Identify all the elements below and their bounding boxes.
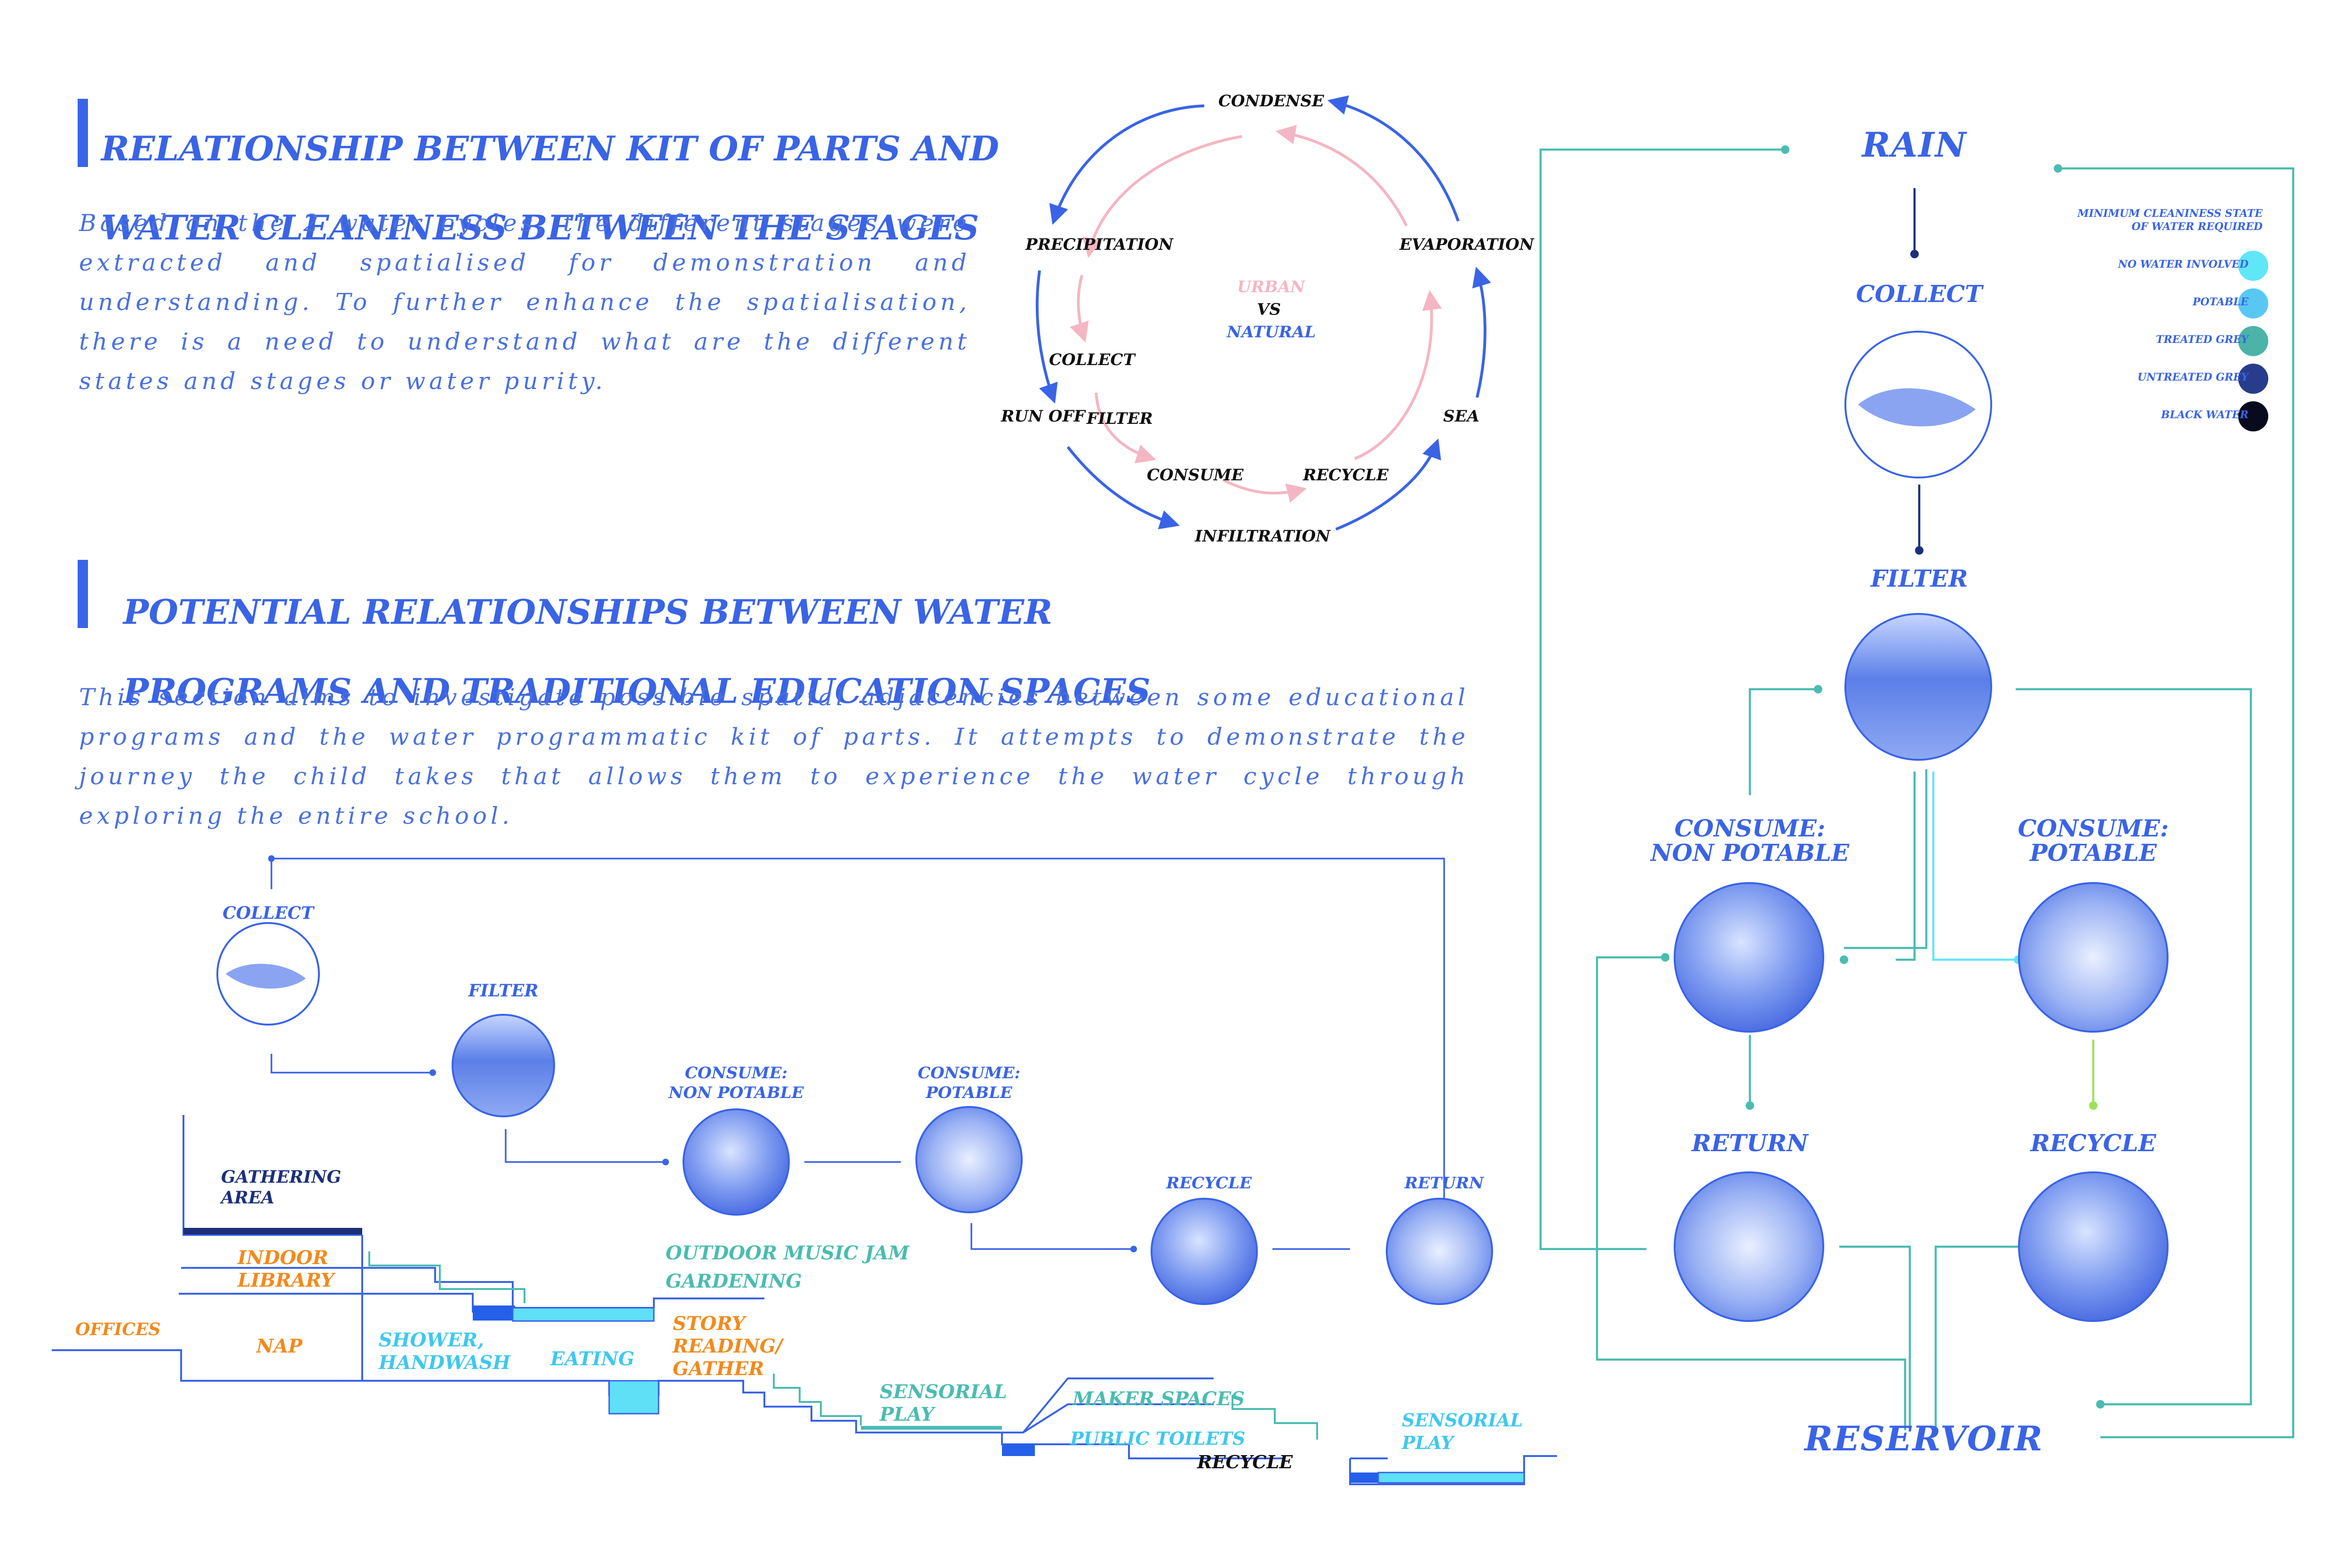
section-label-gardening: GARDENING [666,1270,802,1292]
cycle-arrow-sea-evap [1472,266,1491,398]
flow-label-filter: FILTER [1870,565,1968,592]
cycle-label-consume: CONSUME [1147,466,1244,485]
journey-photo-filter [452,1014,555,1117]
section2-title: POTENTIAL RELATIONSHIPS BETWEEN WATER PR… [123,553,1151,750]
cycle-label-precipitation: PRECIPITATION [1025,235,1174,254]
journey-photo-consume-np [683,1108,790,1216]
section2-body: This section aims to investigate possibl… [79,684,1469,829]
section-label-gathering: GATHERING AREA [221,1167,342,1208]
flow-label-return: RETURN [1692,1129,1808,1157]
cycle-arrow-urban-4 [1222,478,1307,503]
legend-label-3: UNTREATED GREY [2137,371,2249,383]
journey-photo-return [1386,1198,1493,1305]
journey-label-consume-p: CONSUME: POTABLE [917,1064,1021,1102]
cycle-arrow-urban-1 [1082,135,1242,258]
flow-label-consume-p: CONSUME: POTABLE [2018,814,2169,867]
journey-photo-recycle [1151,1198,1258,1305]
cycle-label-condense: CONDENSE [1218,92,1324,111]
cycle-arrow-runoff-infiltration [1066,446,1180,530]
journey-photos [216,922,1493,1305]
journey-label-recycle: RECYCLE [1166,1174,1252,1193]
section-label-offices: OFFICES [75,1320,161,1339]
legend-swatches [2238,251,2268,431]
section-label-sensorial2: SENSORIAL PLAY [1402,1409,1523,1453]
legend-swatch-4 [2238,401,2268,431]
section2-title-line1: POTENTIAL RELATIONSHIPS BETWEEN WATER [123,592,1053,632]
section-label-public-toilets: PUBLIC TOILETS [1070,1428,1246,1449]
section1-title-line2: WATER CLEANINESS BETWEEN THE STAGES [101,207,979,247]
section1-title: RELATIONSHIP BETWEEN KIT OF PARTS AND WA… [101,89,999,287]
flow-label-reservoir: RESERVOIR [1804,1418,2043,1458]
cycle-arrow-condense-precip [1049,104,1205,225]
journey-label-collect: COLLECT [222,903,314,923]
section-label-eating: EATING [550,1348,635,1370]
cycle-arrow-infiltration-sea [1335,438,1441,531]
flow-photos [1674,331,2169,1322]
journey-label-filter: FILTER [468,981,539,1001]
flow-label-collect: COLLECT [1856,280,1983,308]
journey-connectors [270,858,1445,1250]
flow-photo-consume-np [1674,882,1824,1033]
section-label-shower: SHOWER, HANDWASH [379,1329,511,1374]
cycle-label-sea: SEA [1443,407,1479,426]
cycle-label-urban: URBAN [1237,278,1305,296]
journey-dots [268,855,1137,1252]
flow-photo-return [1674,1171,1824,1322]
journey-photo-consume-p [915,1106,1023,1213]
flow-label-consume-np: CONSUME: NON POTABLE [1650,814,1850,867]
cycle-arrow-urban-6 [1275,125,1408,227]
cycle-label-infiltration: INFILTRATION [1195,527,1331,546]
section-label-outdoor-music: OUTDOOR MUSIC JAM [666,1242,909,1264]
section1-accent-bar [78,99,88,167]
journey-label-consume-np: CONSUME: NON POTABLE [668,1064,804,1102]
cycle-label-filter: FILTER [1087,409,1153,428]
flow-label-rain: RAIN [1862,125,1967,165]
cycle-arrow-urban-2 [1070,275,1089,342]
section-label-nap: NAP [256,1335,302,1357]
cycle-label-vs: VS [1257,300,1281,319]
cycle-arrow-urban-5 [1354,290,1442,460]
cycle-arrow-evap-condense [1327,95,1460,222]
flow-dots [1661,145,2105,1409]
section1-body: Based on the 2 water cycles, the differe… [79,209,970,395]
flow-photo-consume-p [2018,882,2169,1033]
flow-connectors [1539,148,2295,1439]
flow-photo-recycle [2018,1171,2169,1322]
cycle-label-evaporation: EVAPORATION [1399,235,1534,254]
flow-label-recycle: RECYCLE [2030,1129,2156,1157]
section1-title-line1: RELATIONSHIP BETWEEN KIT OF PARTS AND [101,128,999,168]
legend-label-0: NO WATER INVOLVED [2118,258,2249,271]
legend-label-2: TREATED GREY [2156,334,2249,346]
section-blocks [473,1305,1525,1484]
cycle-arrow-urban-3b [1095,392,1157,464]
section-label-maker: MAKER SPACES [1073,1388,1245,1410]
section-label-story: STORY READING/ GATHER [673,1313,783,1380]
cycle-label-run-off: RUN OFF [1001,407,1085,426]
legend-swatch-0 [2238,251,2268,281]
cycle-arrow-precip-runoff [1035,270,1058,404]
legend-swatch-3 [2238,364,2268,394]
legend-label-4: BLACK WATER [2161,409,2249,421]
legend-swatch-1 [2238,288,2268,318]
water-cycle-diagram [1035,95,1491,531]
section-label-recycle: RECYCLE [1197,1451,1293,1472]
journey-label-return: RETURN [1404,1174,1484,1193]
legend-label-1: POTABLE [2193,296,2249,308]
section2-accent-bar [78,560,88,628]
cycle-label-collect: COLLECT [1049,350,1135,369]
flow-photo-filter [1844,613,1992,761]
cycle-label-natural: NATURAL [1227,323,1316,342]
legend-swatch-2 [2238,326,2268,356]
legend-title: MINIMUM CLEANINESS STATE OF WATER REQUIR… [2077,207,2263,233]
section-label-indoor-library: INDOOR LIBRARY [238,1247,334,1291]
section-label-sensorial1: SENSORIAL PLAY [880,1381,1007,1425]
cycle-label-recycle: RECYCLE [1303,466,1389,485]
section2-title-line2: PROGRAMS AND TRADITIONAL EDUCATION SPACE… [123,671,1151,711]
